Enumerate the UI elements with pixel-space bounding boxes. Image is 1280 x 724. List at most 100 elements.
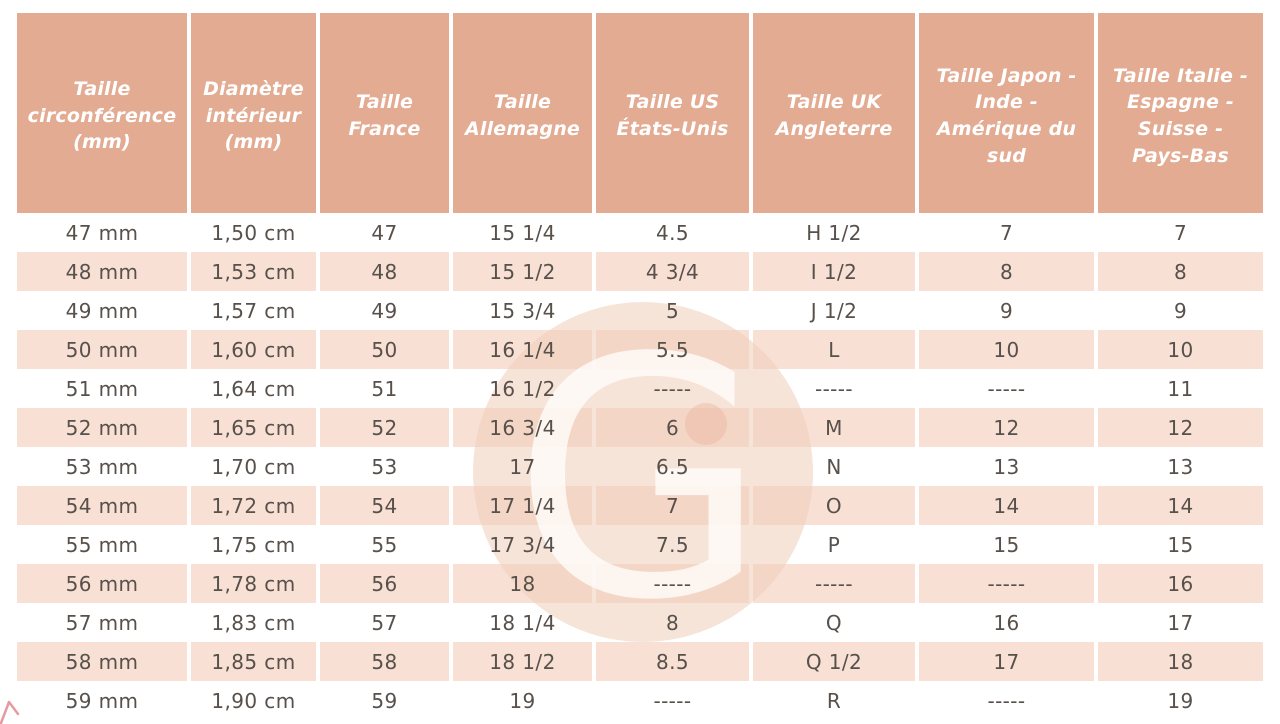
table-cell: 1,85 cm — [191, 642, 316, 681]
table-cell: H 1/2 — [753, 213, 915, 252]
table-cell: 16 1/2 — [453, 369, 592, 408]
table-row: 56 mm 1,78 cm 56 18 ----- ----- ----- 16 — [17, 564, 1263, 603]
table-cell: 6.5 — [596, 447, 749, 486]
table-cell: 8.5 — [596, 642, 749, 681]
column-header: Taille France — [320, 13, 449, 213]
table-cell: 48 mm — [17, 252, 187, 291]
table-body: 47 mm 1,50 cm 47 15 1/4 4.5 H 1/2 7 7 48 mm 1,53 … — [17, 213, 1263, 720]
table-cell: 8 — [919, 252, 1094, 291]
table-cell: 1,57 cm — [191, 291, 316, 330]
table-row: 51 mm 1,64 cm 51 16 1/2 ----- ----- ----- 11 — [17, 369, 1263, 408]
table-cell: 8 — [1098, 252, 1263, 291]
table-row: 54 mm 1,72 cm 54 17 1/4 7 O 14 14 — [17, 486, 1263, 525]
table-cell: 1,50 cm — [191, 213, 316, 252]
table-cell: 6 — [596, 408, 749, 447]
table-cell: 58 — [320, 642, 449, 681]
table-cell: 4 3/4 — [596, 252, 749, 291]
table-cell: 18 — [1098, 642, 1263, 681]
table-cell: 5.5 — [596, 330, 749, 369]
table-cell: 57 — [320, 603, 449, 642]
table-row: 58 mm 1,85 cm 58 18 1/2 8.5 Q 1/2 17 18 — [17, 642, 1263, 681]
table-cell: O — [753, 486, 915, 525]
table-row: 57 mm 1,83 cm 57 18 1/4 8 Q 16 17 — [17, 603, 1263, 642]
table-row: 47 mm 1,50 cm 47 15 1/4 4.5 H 1/2 7 7 — [17, 213, 1263, 252]
table-cell: 48 — [320, 252, 449, 291]
table-cell: 14 — [919, 486, 1094, 525]
table-cell: 49 mm — [17, 291, 187, 330]
table-cell: 52 — [320, 408, 449, 447]
table-cell: Q — [753, 603, 915, 642]
table-cell: 15 3/4 — [453, 291, 592, 330]
table-cell: 59 mm — [17, 681, 187, 720]
column-header: Taille circonférence (mm) — [17, 13, 187, 213]
table-cell: 19 — [453, 681, 592, 720]
table-cell: 50 mm — [17, 330, 187, 369]
table-cell: 1,78 cm — [191, 564, 316, 603]
table-row: 50 mm 1,60 cm 50 16 1/4 5.5 L 10 10 — [17, 330, 1263, 369]
table-row: 49 mm 1,57 cm 49 15 3/4 5 J 1/2 9 9 — [17, 291, 1263, 330]
table-cell: 18 1/2 — [453, 642, 592, 681]
table-cell: L — [753, 330, 915, 369]
table-cell: 9 — [919, 291, 1094, 330]
table-cell: 17 1/4 — [453, 486, 592, 525]
column-header: Taille UK Angleterre — [753, 13, 915, 213]
table-cell: 50 — [320, 330, 449, 369]
table-cell: 15 1/4 — [453, 213, 592, 252]
table-cell: 54 — [320, 486, 449, 525]
table-cell: 7 — [596, 486, 749, 525]
table-row: 59 mm 1,90 cm 59 19 ----- R ----- 19 — [17, 681, 1263, 720]
table-cell: 47 mm — [17, 213, 187, 252]
table-cell: J 1/2 — [753, 291, 915, 330]
table-cell: 51 mm — [17, 369, 187, 408]
table-cell: 16 — [1098, 564, 1263, 603]
table-cell: 13 — [919, 447, 1094, 486]
table-cell: 49 — [320, 291, 449, 330]
table-cell: 18 1/4 — [453, 603, 592, 642]
table-cell: 11 — [1098, 369, 1263, 408]
table-cell: 1,70 cm — [191, 447, 316, 486]
table-cell: 13 — [1098, 447, 1263, 486]
column-header: Taille Japon - Inde - Amérique du sud — [919, 13, 1094, 213]
table-cell: 52 mm — [17, 408, 187, 447]
table-cell: Q 1/2 — [753, 642, 915, 681]
table-cell: 14 — [1098, 486, 1263, 525]
table-cell: 10 — [1098, 330, 1263, 369]
table-cell: 17 — [453, 447, 592, 486]
table-cell: 19 — [1098, 681, 1263, 720]
table-cell: 1,65 cm — [191, 408, 316, 447]
table-cell: 12 — [919, 408, 1094, 447]
table-cell: 12 — [1098, 408, 1263, 447]
table-cell: ----- — [753, 369, 915, 408]
table-cell: 57 mm — [17, 603, 187, 642]
table-cell: 17 3/4 — [453, 525, 592, 564]
table-cell: M — [753, 408, 915, 447]
table-cell: 1,90 cm — [191, 681, 316, 720]
table-cell: 1,53 cm — [191, 252, 316, 291]
table-row: 48 mm 1,53 cm 48 15 1/2 4 3/4 I 1/2 8 8 — [17, 252, 1263, 291]
table-cell: 16 3/4 — [453, 408, 592, 447]
table-cell: 53 mm — [17, 447, 187, 486]
table-cell: 59 — [320, 681, 449, 720]
table-cell: 7.5 — [596, 525, 749, 564]
table-cell: 5 — [596, 291, 749, 330]
table-cell: 4.5 — [596, 213, 749, 252]
header-row: Taille circonférence (mm) Diamètre intéri… — [17, 13, 1263, 213]
table-cell: 15 1/2 — [453, 252, 592, 291]
table-cell: 8 — [596, 603, 749, 642]
table-cell: ----- — [919, 564, 1094, 603]
table-cell: 7 — [1098, 213, 1263, 252]
table-cell: 55 mm — [17, 525, 187, 564]
column-header: Taille Italie - Espagne - Suisse - Pays-… — [1098, 13, 1263, 213]
table-cell: ----- — [596, 369, 749, 408]
column-header: Taille Allemagne — [453, 13, 592, 213]
table-cell: P — [753, 525, 915, 564]
table-cell: 58 mm — [17, 642, 187, 681]
table-cell: N — [753, 447, 915, 486]
table-cell: 53 — [320, 447, 449, 486]
table-cell: 1,75 cm — [191, 525, 316, 564]
table-cell: 1,83 cm — [191, 603, 316, 642]
table-cell: ----- — [919, 681, 1094, 720]
table-row: 53 mm 1,70 cm 53 17 6.5 N 13 13 — [17, 447, 1263, 486]
table-cell: 1,72 cm — [191, 486, 316, 525]
